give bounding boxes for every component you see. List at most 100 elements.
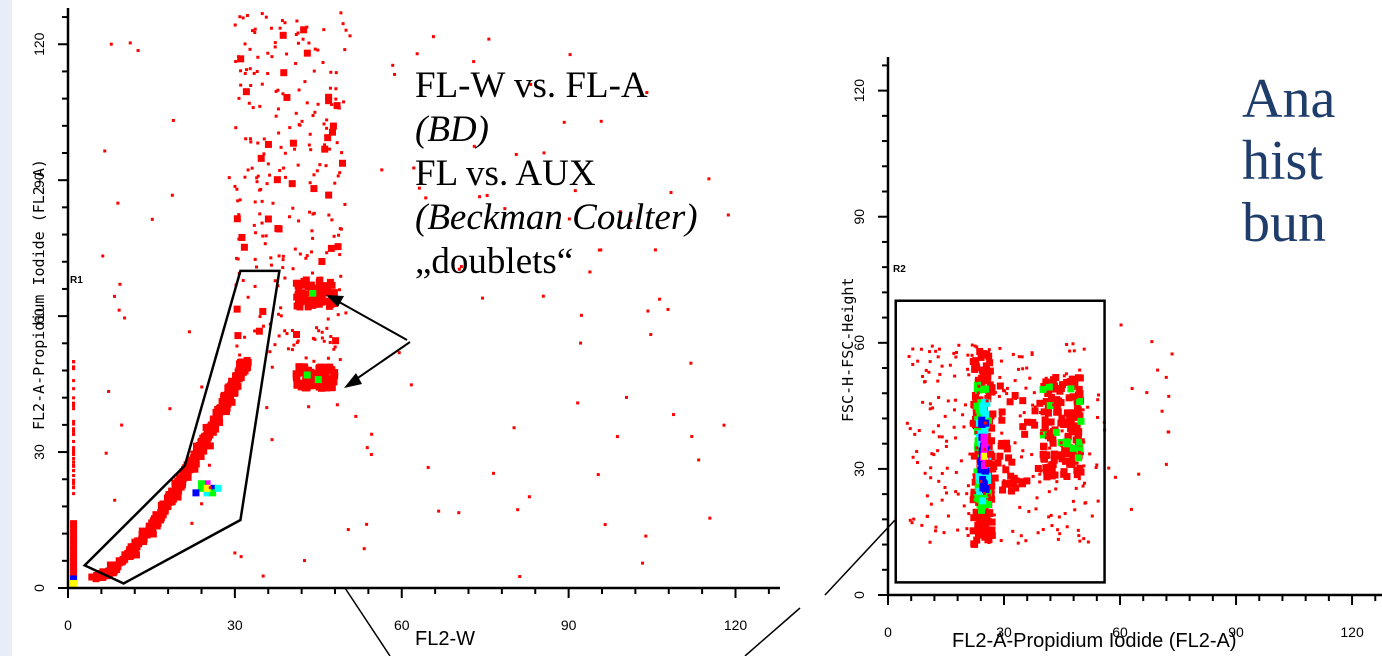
headline-line-1: Ana <box>1242 68 1336 130</box>
event-dot <box>457 267 461 271</box>
event-dot <box>187 330 191 334</box>
event-dot <box>145 528 153 536</box>
event-dot <box>334 97 338 101</box>
event-dot <box>984 394 992 402</box>
event-dot <box>343 48 347 52</box>
event-dot <box>380 168 384 172</box>
event-dot <box>1030 453 1034 457</box>
event-dot <box>1006 398 1014 406</box>
event-dot <box>264 140 272 148</box>
event-dot <box>170 193 174 197</box>
event-dot <box>970 514 978 522</box>
event-dot <box>596 473 600 477</box>
event-dot <box>936 449 940 453</box>
event-dot <box>264 215 272 223</box>
event-dot <box>397 351 401 355</box>
event-dot <box>1164 375 1168 379</box>
event-dot <box>259 187 263 191</box>
event-dot <box>280 19 284 23</box>
event-dot <box>318 258 326 266</box>
event-dot <box>1145 391 1149 395</box>
event-dot <box>273 343 277 347</box>
event-dot <box>983 421 987 425</box>
event-dot <box>123 316 127 320</box>
event-dot <box>300 281 308 289</box>
event-dot <box>974 450 978 454</box>
event-dot <box>641 561 645 565</box>
event-dot <box>1039 411 1043 415</box>
event-dot <box>529 82 533 86</box>
event-dot <box>542 151 546 155</box>
event-dot <box>241 279 245 283</box>
event-dot <box>283 93 291 101</box>
event-dot <box>266 162 270 166</box>
y-tick-label: 90 <box>31 172 47 188</box>
event-dot <box>973 344 977 348</box>
event-dot <box>1016 541 1020 545</box>
event-dot <box>487 37 491 41</box>
event-dot <box>984 489 992 497</box>
event-dot <box>253 200 257 204</box>
event-dot <box>1044 463 1048 467</box>
event-dot <box>238 353 242 357</box>
event-dot <box>1038 472 1042 476</box>
y-tick-label: 0 <box>851 591 867 599</box>
event-dot <box>202 434 210 442</box>
event-dot <box>295 341 299 345</box>
event-dot <box>317 288 321 292</box>
event-dot <box>305 254 309 258</box>
event-dot <box>72 429 76 433</box>
event-dot <box>328 86 332 90</box>
event-dot <box>339 11 343 15</box>
event-dot <box>1074 486 1078 490</box>
event-dot <box>294 291 298 295</box>
event-dot <box>690 434 694 438</box>
event-dot <box>282 69 286 73</box>
event-dot <box>309 289 317 297</box>
event-dot <box>971 421 979 429</box>
event-dot <box>104 451 108 455</box>
event-dot <box>117 308 121 312</box>
event-dot <box>237 55 245 63</box>
event-dot <box>999 359 1003 363</box>
event-dot <box>1081 438 1085 442</box>
event-dot <box>973 468 981 476</box>
event-dot <box>1043 473 1051 481</box>
event-dot <box>310 185 318 193</box>
event-dot <box>126 546 134 554</box>
event-dot <box>1020 355 1024 359</box>
event-dot <box>976 357 980 361</box>
event-dot <box>966 484 970 488</box>
event-dot <box>325 118 329 122</box>
event-dot <box>972 357 980 365</box>
event-dot <box>973 413 977 417</box>
event-dot <box>1061 399 1065 403</box>
event-dot <box>334 243 342 251</box>
event-dot <box>270 55 274 59</box>
event-dot <box>299 290 307 298</box>
event-dot <box>72 379 76 383</box>
event-dot <box>934 525 938 529</box>
event-dot <box>72 407 76 411</box>
event-dot <box>346 528 350 532</box>
event-dot <box>245 68 249 72</box>
event-dot <box>1002 389 1006 393</box>
event-dot <box>1003 439 1011 447</box>
event-dot <box>1044 409 1052 417</box>
event-dot <box>70 547 78 555</box>
event-dot <box>588 270 592 274</box>
event-dot <box>991 386 995 390</box>
event-dot <box>1064 432 1072 440</box>
event-dot <box>915 461 919 465</box>
event-dot <box>338 171 342 175</box>
event-dot <box>174 493 182 501</box>
event-dot <box>288 126 292 130</box>
event-dot <box>1095 463 1099 467</box>
event-dot <box>283 329 287 333</box>
event-dot <box>1150 340 1154 344</box>
event-dot <box>927 370 931 374</box>
event-dot <box>928 360 932 364</box>
event-dot <box>986 359 994 367</box>
event-dot <box>256 55 260 59</box>
event-dot <box>1083 501 1087 505</box>
